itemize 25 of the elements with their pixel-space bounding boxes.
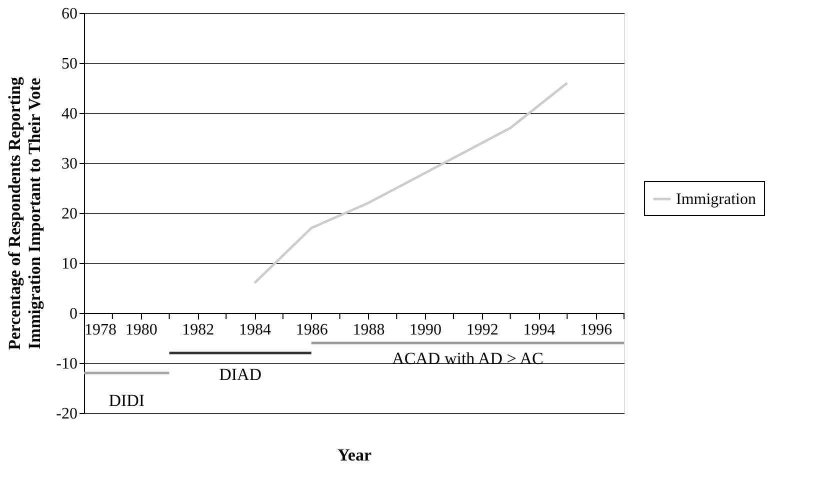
x-tick-label: 1978 <box>84 322 116 338</box>
x-tick-label: 1994 <box>523 322 556 338</box>
x-tick-label: 1986 <box>296 322 328 338</box>
y-tick-label: 30 <box>62 156 78 172</box>
y-axis-title: Percentage of Respondents Reporting Immigration Important to Their Vote <box>5 76 44 350</box>
x-tick-label: 1996 <box>580 322 612 338</box>
x-tick-label: 1980 <box>125 322 158 338</box>
x-tick-label: 1988 <box>352 322 385 338</box>
x-tick-label: 1982 <box>182 322 214 338</box>
legend-label: Immigration <box>676 191 756 208</box>
y-tick-label: -20 <box>56 406 78 422</box>
y-tick-label: 50 <box>62 56 78 72</box>
x-tick-label: 1992 <box>466 322 498 338</box>
y-tick-label: 60 <box>62 6 78 22</box>
x-tick-label: 1984 <box>239 322 272 338</box>
x-axis-title: Year <box>338 446 372 464</box>
y-tick-label: 0 <box>70 306 78 322</box>
annotation: DIAD <box>219 365 262 384</box>
y-tick-label: 10 <box>62 256 78 272</box>
y-tick-label: 20 <box>62 206 78 222</box>
line-series <box>253 82 568 284</box>
annotation: DIDI <box>108 391 145 410</box>
x-tick-label: 1990 <box>410 322 442 338</box>
y-tick-label: 40 <box>62 106 78 122</box>
y-tick-label: -10 <box>56 356 78 372</box>
